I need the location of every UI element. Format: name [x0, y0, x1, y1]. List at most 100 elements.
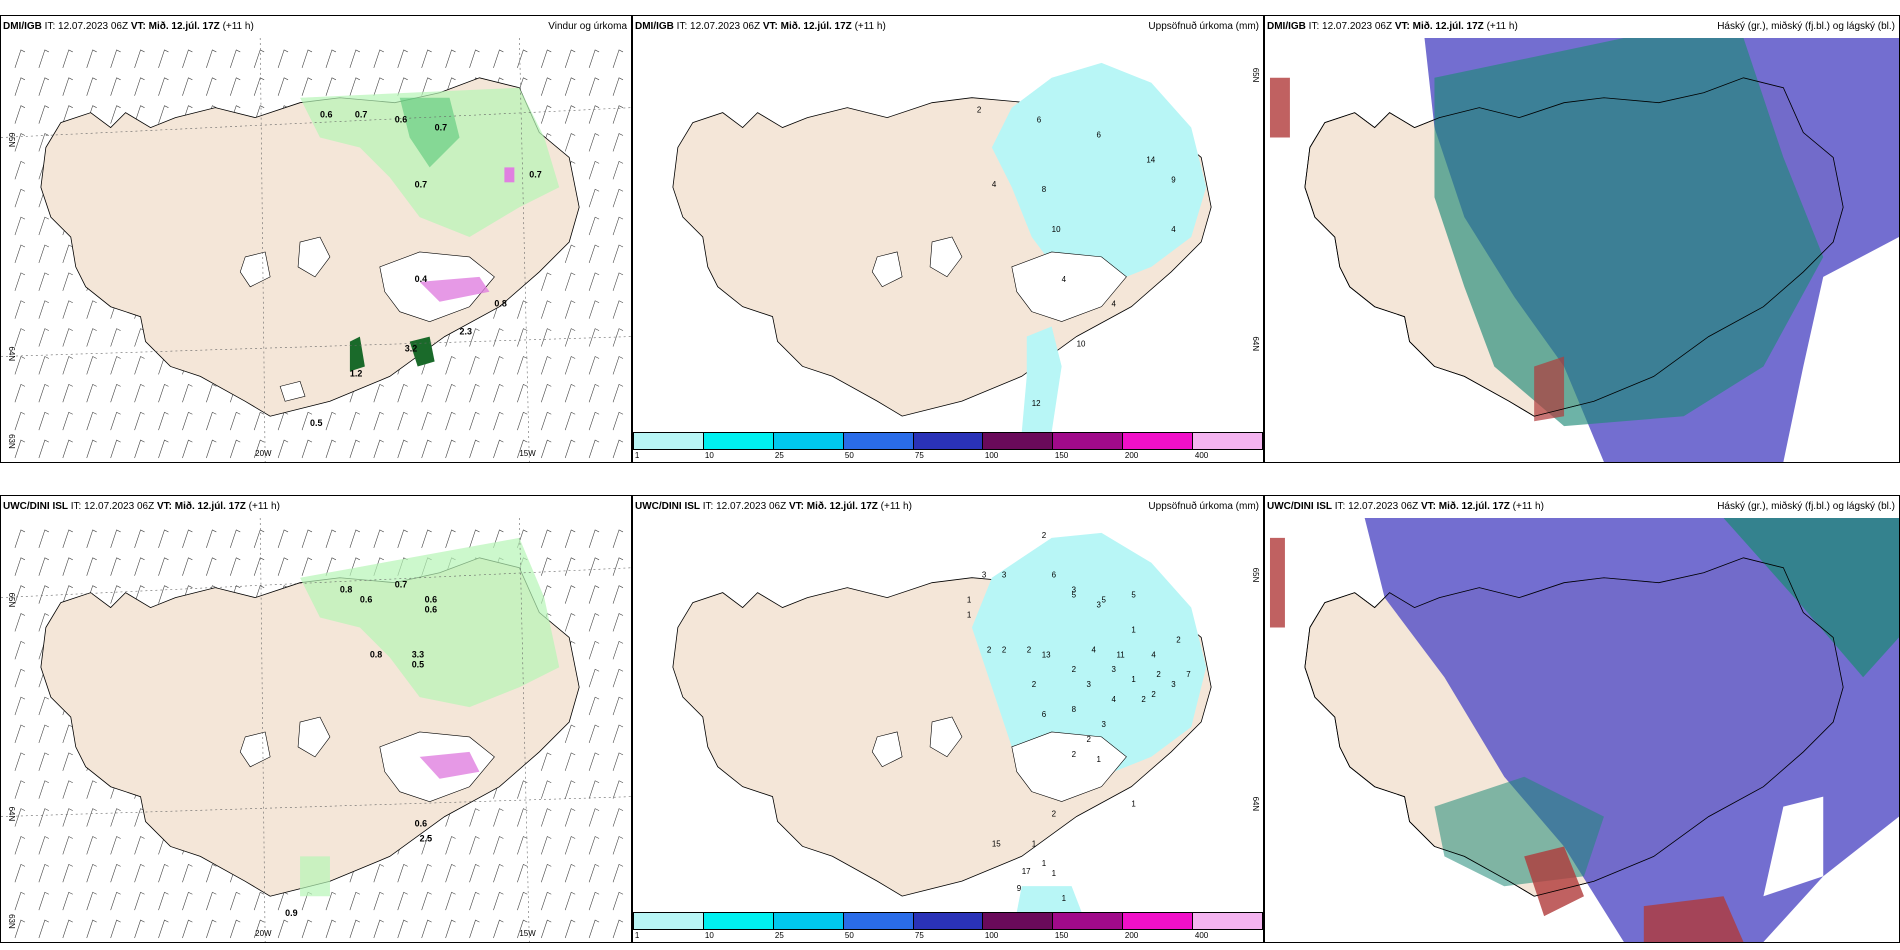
- wind-barb: [517, 383, 528, 403]
- it-value: 12.07.2023 06Z: [690, 21, 761, 32]
- wind-barb: [158, 383, 169, 403]
- wind-barb: [612, 160, 624, 180]
- wind-barb: [612, 585, 624, 604]
- glacier-vatnajokull: [1011, 251, 1127, 322]
- panel-wind-uwc: UWC/DINI ISL IT: 12.07.2023 06Z VT: Mið.…: [0, 495, 632, 943]
- colorbar-tick: 150: [1054, 931, 1069, 940]
- it-label: IT:: [702, 501, 714, 512]
- vt-label: VT:: [1394, 21, 1410, 32]
- colorbar-cell: [1193, 433, 1263, 449]
- accum-area-south: [1021, 326, 1062, 432]
- wind-barb: [493, 49, 504, 68]
- wind-barb: [445, 383, 456, 403]
- vt-value: Mið. 12.júl. 17Z: [148, 21, 220, 32]
- wind-barb: [612, 300, 624, 319]
- wind-barb: [62, 836, 73, 855]
- wind-barb: [541, 439, 552, 459]
- value-label: 5: [1072, 591, 1077, 600]
- lon-label-20: 20W: [255, 929, 272, 938]
- wind-barb: [612, 752, 624, 771]
- wind-barb: [277, 49, 289, 68]
- value-label: 0.8: [494, 299, 506, 309]
- wind-barb: [158, 49, 169, 68]
- wind-barb: [588, 272, 600, 291]
- wind-barb: [588, 585, 600, 604]
- wind-barb: [86, 411, 97, 431]
- value-label: 17: [1022, 867, 1031, 876]
- wind-barb: [14, 188, 26, 208]
- wind-barb: [612, 808, 624, 827]
- panel-header: UWC/DINI ISL IT: 12.07.2023 06Z VT: Mið.…: [1, 496, 631, 518]
- wind-barb: [38, 724, 49, 744]
- panel-title: Uppsöfnuð úrkoma (mm): [1148, 501, 1259, 512]
- wind-barb: [253, 49, 265, 68]
- wind-barb: [206, 77, 217, 96]
- wind-barb: [14, 356, 26, 375]
- wind-barb: [182, 529, 193, 548]
- wind-barb: [493, 356, 504, 375]
- wind-barb: [564, 300, 576, 319]
- wind-barb: [541, 529, 552, 548]
- wind-barb: [14, 272, 26, 291]
- wind-barb: [564, 328, 576, 347]
- wind-barb: [517, 328, 528, 347]
- wind-barb: [14, 557, 26, 576]
- it-value: 12.07.2023 06Z: [58, 21, 129, 32]
- value-label: 13: [1042, 650, 1051, 659]
- wind-barb: [588, 640, 600, 660]
- wind-barb: [110, 77, 121, 96]
- wind-barb: [612, 49, 624, 68]
- colorbar-tick: 100: [984, 931, 999, 940]
- colorbar-tick: 50: [844, 451, 854, 460]
- wind-barb: [541, 808, 552, 827]
- wind-barb: [182, 383, 193, 403]
- wind-barb: [493, 383, 504, 403]
- value-label: 0.7: [529, 169, 541, 179]
- value-label: 2: [1027, 645, 1032, 654]
- wind-barb: [612, 244, 624, 264]
- colorbar-cell: [634, 433, 704, 449]
- wind-barb: [110, 356, 121, 375]
- wind-barb: [134, 105, 145, 124]
- precip-dark-se: [409, 336, 435, 367]
- value-label: 0.5: [310, 418, 322, 428]
- wind-barb: [253, 919, 265, 939]
- lead-time: (+11 h): [854, 21, 886, 32]
- wind-barb: [134, 328, 145, 347]
- wind-barb: [564, 77, 576, 96]
- wind-barb: [588, 188, 600, 208]
- wind-barb: [110, 439, 121, 459]
- wind-barb: [110, 891, 121, 911]
- wind-barb: [564, 272, 576, 291]
- wind-barb: [493, 411, 504, 431]
- wind-barb: [541, 752, 552, 771]
- it-value: 12.07.2023 06Z: [716, 501, 787, 512]
- wind-barb: [38, 356, 49, 375]
- cloud-map-svg: [1265, 38, 1899, 462]
- wind-barb: [134, 919, 145, 939]
- wind-barb: [182, 919, 193, 939]
- colorbar-tick: 25: [774, 451, 784, 460]
- value-label: 2: [1002, 645, 1007, 654]
- wind-barb: [517, 780, 528, 799]
- value-label: 0.6: [360, 595, 372, 605]
- wind-barb: [229, 439, 241, 459]
- wind-barb: [86, 836, 97, 855]
- wind-barb: [588, 836, 600, 855]
- colorbar-cell: [703, 433, 774, 449]
- wind-barb: [86, 49, 97, 68]
- wind-barb: [469, 328, 480, 347]
- wind-barb: [158, 77, 169, 96]
- value-label: 2: [1156, 670, 1161, 679]
- wind-barb: [182, 863, 193, 883]
- wind-barb: [493, 808, 504, 827]
- wind-barb: [182, 439, 193, 459]
- colorbar-cells: [633, 432, 1263, 450]
- wind-barb: [517, 919, 528, 939]
- wind-barb: [38, 891, 49, 911]
- value-label: 1: [967, 611, 972, 620]
- it-label: IT:: [1308, 21, 1320, 32]
- wind-barb: [349, 919, 360, 939]
- wind-barb: [14, 808, 26, 827]
- wind-barb: [14, 439, 26, 459]
